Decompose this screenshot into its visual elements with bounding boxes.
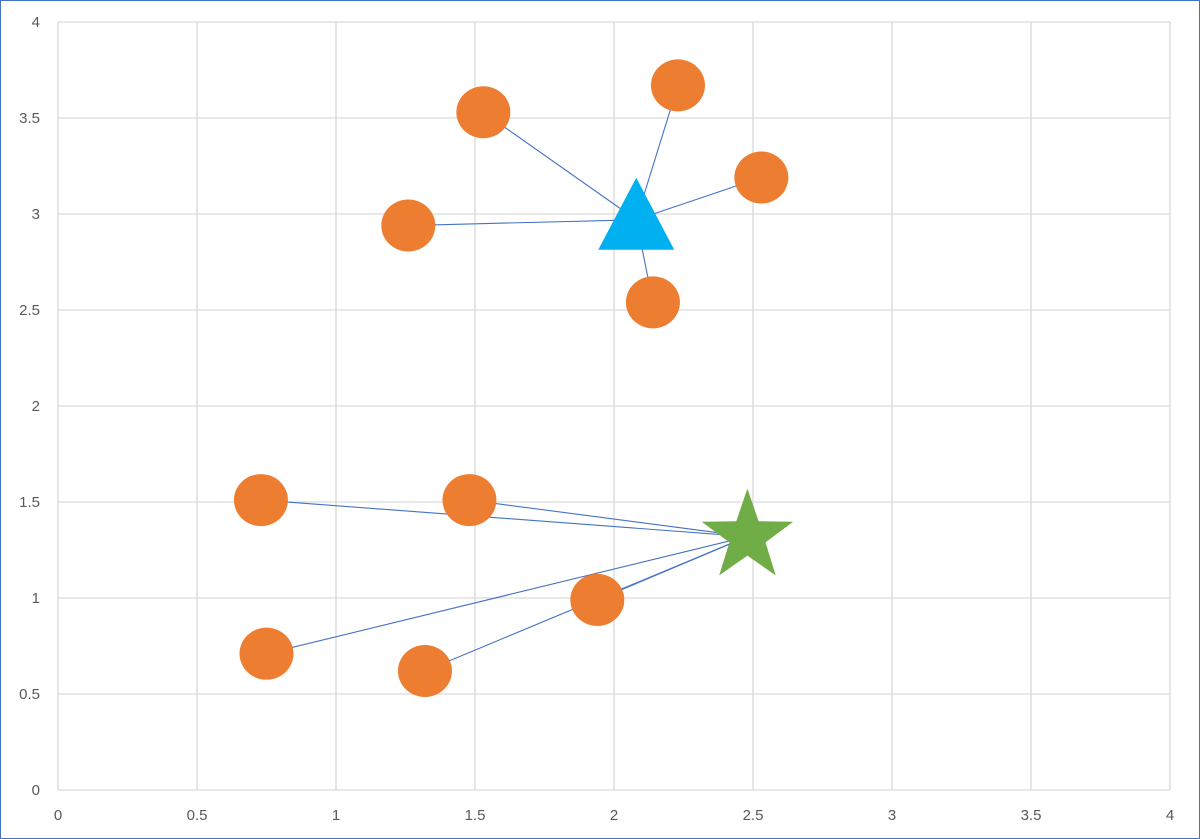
y-tick-label: 3.5 [19, 110, 40, 127]
centroid-star-marker [701, 488, 794, 576]
cluster-link-line [408, 219, 637, 227]
data-point [442, 474, 497, 527]
data-point [570, 573, 625, 626]
x-tick-label: 2.5 [743, 807, 764, 824]
data-point [625, 276, 680, 329]
centroid-triangle-marker [598, 177, 675, 250]
x-tick-label: 3 [888, 807, 896, 824]
y-tick-label: 3 [32, 206, 40, 223]
y-tick-label: 1.5 [19, 494, 40, 511]
y-tick-label: 4 [32, 14, 40, 31]
x-tick-label: 3.5 [1021, 807, 1042, 824]
data-point [239, 627, 294, 680]
data-point [233, 474, 288, 527]
y-tick-label: 0.5 [19, 686, 40, 703]
data-point [650, 59, 705, 112]
cluster-link-line [266, 536, 748, 655]
x-tick-label: 2 [610, 807, 618, 824]
y-tick-label: 1 [32, 590, 40, 607]
data-point [456, 86, 511, 139]
y-tick-label: 2.5 [19, 302, 40, 319]
x-tick-label: 0.5 [187, 807, 208, 824]
x-tick-label: 0 [54, 807, 62, 824]
y-tick-label: 2 [32, 398, 40, 415]
data-point [381, 199, 436, 252]
y-tick-label: 0 [32, 782, 40, 799]
x-tick-label: 1 [332, 807, 340, 824]
cluster-link-line [260, 499, 748, 538]
x-tick-label: 4 [1166, 807, 1174, 824]
data-point [397, 644, 452, 697]
data-point [734, 151, 789, 204]
cluster-link-line [483, 111, 637, 221]
x-tick-label: 1.5 [465, 807, 486, 824]
cluster-link-line [469, 499, 748, 538]
